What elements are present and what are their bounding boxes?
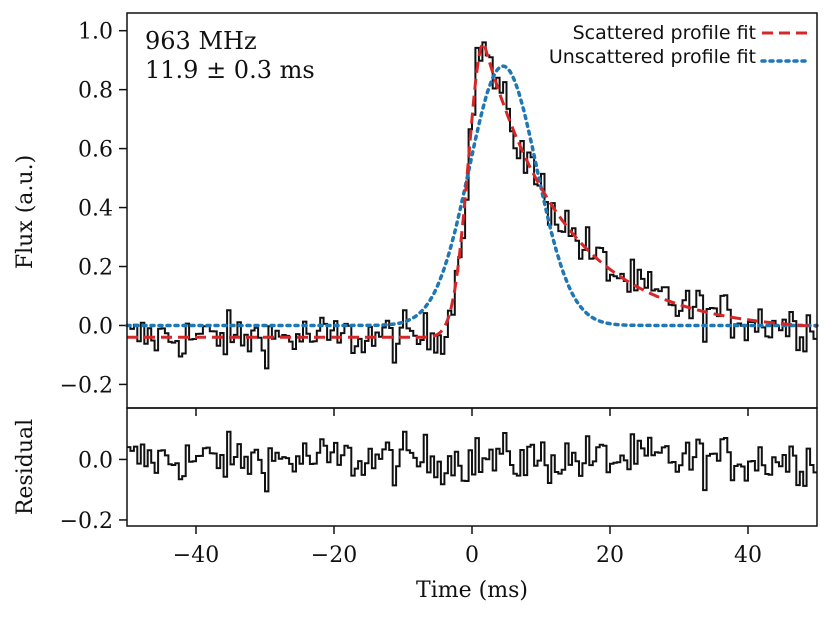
bottom-x-ticks: −40 −20 0 20 40 <box>173 526 762 568</box>
legend: Scattered profile fit Unscattered profil… <box>516 17 813 69</box>
top-y-ticks: −0.2 0.0 0.2 0.4 0.6 0.8 1.0 <box>60 20 127 398</box>
bottom-y-ticks: −0.2 0.0 <box>60 448 127 534</box>
residual-series <box>127 430 817 493</box>
top-y-tick-label: 0.2 <box>78 256 113 281</box>
scattered-fit-line <box>127 42 818 339</box>
x-axis-label: Time (ms) <box>416 578 528 603</box>
frequency-annotation: 963 MHz <box>145 27 257 55</box>
top-y-axis-label: Flux (a.u.) <box>13 155 38 269</box>
x-tick-label: 20 <box>596 543 624 568</box>
legend-scattered-label: Scattered profile fit <box>573 22 756 44</box>
bottom-panel: −0.2 0.0 −40 −20 0 20 40 Residual Time (ms) <box>13 407 818 603</box>
legend-unscattered-label: Unscattered profile fit <box>549 46 756 68</box>
bottom-panel-frame <box>126 407 818 527</box>
top-y-tick-label: 0.0 <box>78 314 113 339</box>
top-y-tick-label: −0.2 <box>60 373 113 398</box>
x-tick-label: −40 <box>173 543 219 568</box>
bottom-y-axis-label: Residual <box>13 419 38 515</box>
unscattered-fit-line <box>125 64 819 328</box>
x-tick-label: 0 <box>465 543 479 568</box>
top-panel: −0.2 0.0 0.2 0.4 0.6 0.8 1.0 963 MHz 11.9 ± 0.… <box>13 12 819 416</box>
x-tick-label: 40 <box>734 543 762 568</box>
bottom-y-tick-label: 0.0 <box>78 448 113 473</box>
top-y-tick-label: 0.4 <box>78 197 113 222</box>
x-tick-label: −20 <box>311 543 357 568</box>
top-x-ticks <box>195 408 749 416</box>
bottom-y-tick-label: −0.2 <box>60 509 113 534</box>
top-y-tick-label: 0.6 <box>78 138 113 163</box>
top-y-tick-label: 0.8 <box>78 79 113 104</box>
data-series <box>127 41 817 370</box>
top-y-tick-label: 1.0 <box>78 20 113 45</box>
scattering-time-annotation: 11.9 ± 0.3 ms <box>145 56 315 84</box>
